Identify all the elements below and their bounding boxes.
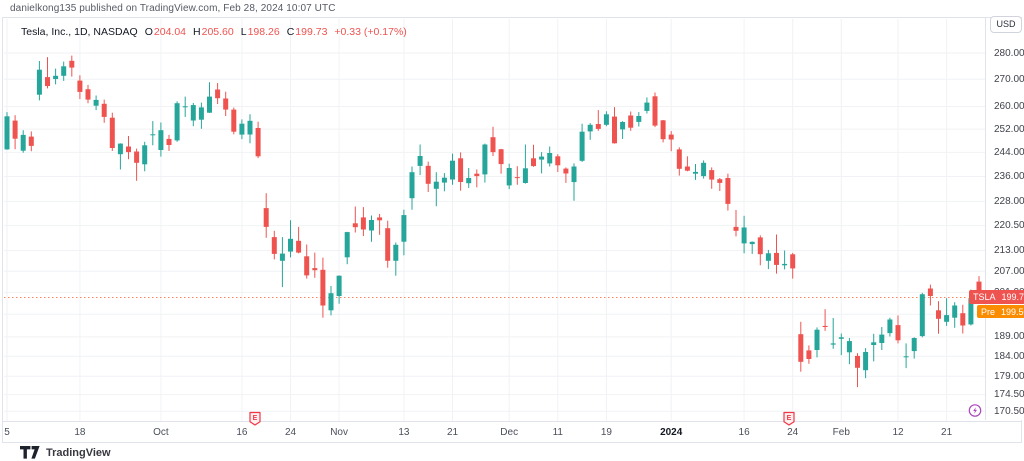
- time-tick-label: Dec: [500, 427, 519, 438]
- price-tick-label: 174.50: [994, 389, 1024, 401]
- time-tick-label: 5: [4, 427, 10, 438]
- price-tick-label: 252.00: [994, 123, 1024, 135]
- last-price-symbol: TSLA: [973, 292, 996, 302]
- ohlc-value: 204.04: [153, 26, 187, 38]
- price-tick-label: 213.00: [994, 245, 1024, 256]
- time-tick-label: 19: [600, 427, 612, 438]
- price-tick-label: 260.00: [994, 101, 1024, 112]
- legend-ohlc-values: O204.04 H205.60 L198.26 C199.73: [145, 26, 328, 38]
- ohlc-key: C: [286, 26, 295, 38]
- price-tick-label: 244.00: [994, 146, 1024, 158]
- chart-widget: Tesla, Inc., 1D, NASDAQ O204.04 H205.60 L1…: [2, 16, 1024, 443]
- time-tick-label: 11: [552, 427, 563, 438]
- price-tick-label: 280.00: [994, 47, 1024, 59]
- currency-toggle-button[interactable]: USD: [990, 16, 1022, 33]
- legend-change: +0.33 (+0.17%): [334, 26, 407, 38]
- ohlc-value: 198.26: [247, 26, 280, 38]
- price-axis[interactable]: USD 280.00 270.00 260.00 252.00 244.00 236.00…: [985, 16, 1024, 420]
- time-tick-label: 13: [398, 427, 410, 438]
- price-tick-label: 207.00: [994, 265, 1024, 277]
- time-tick-label: 24: [787, 427, 799, 438]
- time-tick-label: 16: [236, 427, 248, 438]
- svg-text:E: E: [787, 414, 792, 421]
- time-tick-label: 12: [892, 427, 904, 438]
- earnings-icon[interactable]: E: [782, 411, 796, 426]
- symbol-title[interactable]: Tesla, Inc., 1D, NASDAQ: [21, 26, 138, 38]
- candlestick-chart[interactable]: [4, 19, 985, 421]
- price-tick-label: 270.00: [994, 73, 1024, 85]
- time-tick-label: 21: [941, 427, 953, 438]
- premarket-price-label: Pre 199.50: [977, 305, 1024, 318]
- time-tick-label: 24: [284, 427, 297, 438]
- price-tick-label: 189.00: [994, 331, 1024, 343]
- premarket-value: 199.50: [1001, 306, 1024, 317]
- price-tick-label: 170.50: [994, 405, 1024, 417]
- flash-icon[interactable]: [968, 403, 982, 418]
- price-tick-label: 184.00: [994, 350, 1024, 362]
- price-tick-label: 179.00: [994, 370, 1024, 382]
- ohlc-key: L: [240, 26, 247, 38]
- chart-legend: Tesla, Inc., 1D, NASDAQ O204.04 H205.60 L1…: [21, 26, 407, 38]
- price-tick-label: 236.00: [994, 171, 1024, 182]
- time-tick-label: 18: [74, 427, 86, 438]
- ohlc-value: 205.60: [201, 26, 234, 38]
- ohlc-value: 199.73: [295, 26, 328, 38]
- last-price-label: TSLA 199.73: [969, 290, 1024, 304]
- time-tick-label: 21: [446, 427, 459, 438]
- price-tick-label: 228.00: [994, 195, 1024, 207]
- earnings-icon[interactable]: E: [248, 411, 262, 426]
- ohlc-key: O: [144, 26, 153, 38]
- publish-info: danielkong135 published on TradingView.c…: [10, 3, 336, 14]
- tradingview-brand-text: TradingView: [46, 446, 111, 459]
- time-tick-label: 2024: [660, 427, 683, 438]
- time-tick-label: Oct: [153, 427, 169, 438]
- ohlc-key: H: [193, 26, 201, 38]
- tradingview-attribution[interactable]: TradingView: [20, 446, 111, 459]
- time-axis[interactable]: 5 18 Oct 16 24 Nov 13 21 Dec 11 19 2024 16 24 Feb 12 21: [3, 421, 1021, 442]
- premarket-prefix: Pre: [981, 306, 996, 317]
- tradingview-logo-icon: [20, 446, 40, 459]
- time-tick-label: Nov: [330, 427, 348, 438]
- price-tick-label: 220.50: [994, 220, 1024, 232]
- last-price-value: 199.73: [1001, 292, 1024, 302]
- svg-text:E: E: [253, 414, 258, 421]
- time-tick-label: 16: [738, 427, 750, 438]
- time-tick-label: Feb: [832, 427, 850, 438]
